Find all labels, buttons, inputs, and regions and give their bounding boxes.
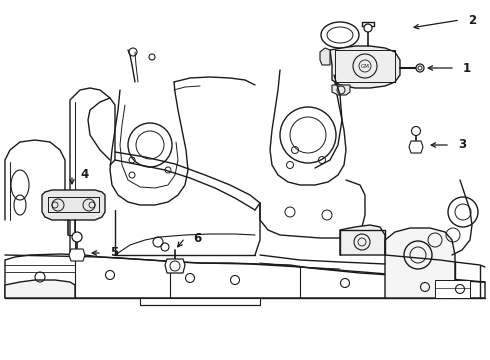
Text: 1: 1 — [463, 62, 471, 75]
Polygon shape — [5, 254, 485, 298]
Circle shape — [412, 126, 420, 135]
Text: 2: 2 — [468, 13, 476, 27]
Polygon shape — [5, 280, 75, 298]
Circle shape — [416, 64, 424, 72]
Polygon shape — [140, 298, 260, 305]
Circle shape — [364, 24, 372, 32]
Polygon shape — [165, 259, 185, 273]
Polygon shape — [340, 225, 385, 255]
Text: 3: 3 — [458, 139, 466, 152]
Polygon shape — [320, 48, 330, 65]
Polygon shape — [409, 141, 423, 153]
Polygon shape — [385, 228, 455, 298]
Circle shape — [72, 232, 82, 242]
Polygon shape — [69, 249, 85, 261]
Polygon shape — [332, 85, 350, 95]
Polygon shape — [330, 46, 400, 88]
Text: 4: 4 — [80, 168, 88, 181]
Text: 6: 6 — [193, 231, 201, 244]
Text: 5: 5 — [110, 247, 118, 260]
Polygon shape — [42, 190, 105, 220]
Text: GM: GM — [361, 63, 369, 68]
Polygon shape — [435, 280, 470, 298]
